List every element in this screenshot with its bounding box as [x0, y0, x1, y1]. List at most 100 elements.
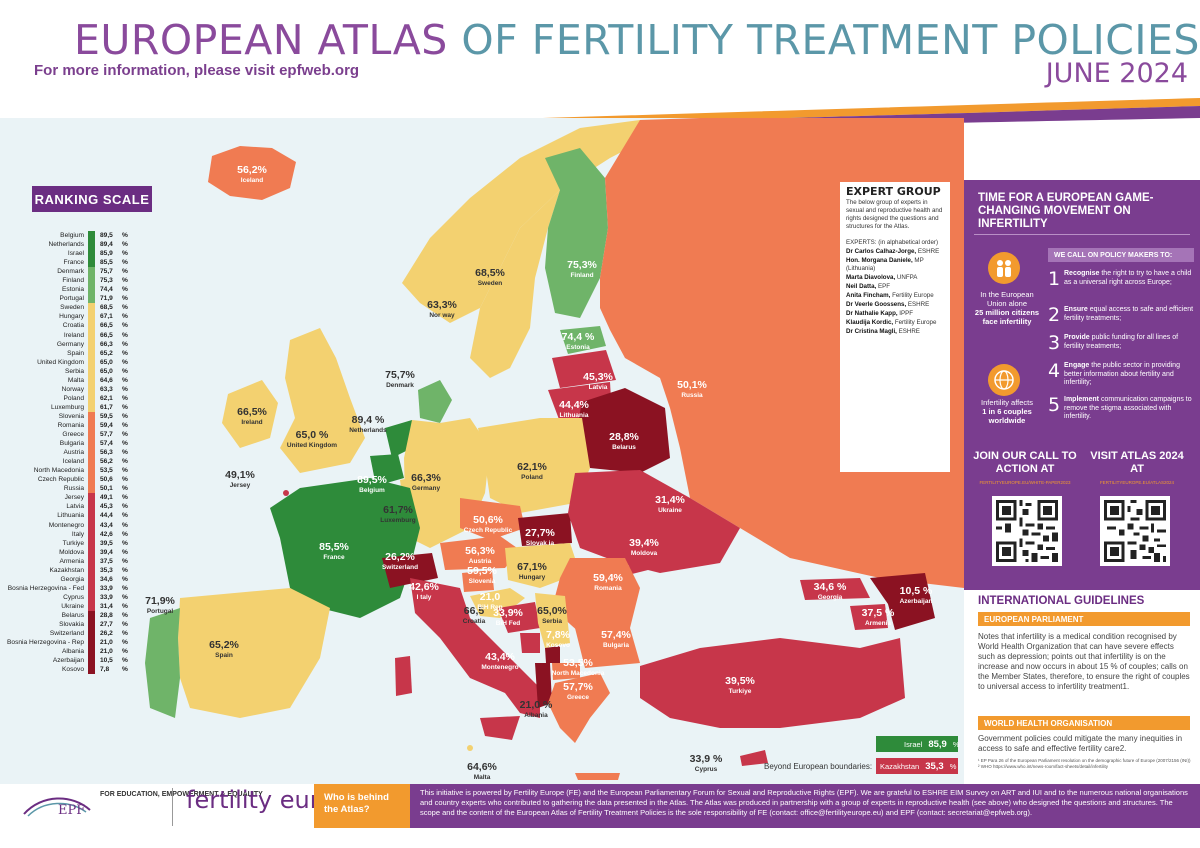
ranking-percent: % [122, 621, 128, 629]
ranking-value: 61,7 [100, 403, 113, 411]
map-label-value: 26,2% [385, 551, 415, 563]
slovenia-shape [462, 570, 494, 592]
ranking-value: 49,1 [100, 494, 113, 502]
ranking-value: 63,3 [100, 385, 113, 393]
policy-verb: Engage [1064, 362, 1090, 369]
cta-visit-url[interactable]: FERTILITYEUROPE.EU/ATLAS2024 [1099, 480, 1175, 485]
ranking-row: Cyprus 33,9% [20, 592, 135, 602]
ranking-row: Albania 21,0% [20, 647, 135, 657]
ranking-row: Azerbaijan 10,5% [20, 656, 135, 666]
map-label-value: 31,4% [655, 494, 685, 506]
ranking-row: Czech Republic 50,6% [20, 475, 135, 485]
ranking-percent: % [122, 630, 128, 638]
map-label-name: BiH Fed [496, 620, 521, 627]
map-label-value: 67,1% [517, 561, 547, 573]
ranking-row: Sweden 68,5% [20, 303, 135, 313]
page-title: EUROPEAN ATLAS OF FERTILITY TREATMENT PO… [74, 16, 1200, 64]
map-label-name: Germany [412, 485, 441, 492]
map-label-name: United Kingdom [287, 442, 337, 449]
map-label-value: 34,6 % [814, 581, 847, 593]
ranking-value: 26,2 [100, 630, 113, 638]
expert-name: Klaudija Kordic, [846, 319, 895, 326]
ranking-color-swatch [88, 574, 95, 584]
map-label-name: Iceland [241, 177, 263, 184]
expert-group-intro: The below group of experts in sexual and… [846, 199, 943, 230]
ranking-color-swatch [88, 231, 95, 241]
qr-code-join[interactable] [992, 496, 1062, 566]
expert-item: Dr Veerle Goossens, ESHRE [846, 301, 944, 309]
ranking-color-swatch [88, 240, 95, 250]
finland-shape [545, 148, 608, 318]
ranking-value: 50,6 [100, 476, 113, 484]
ranking-scale-title: RANKING SCALE [32, 186, 152, 212]
ranking-value: 59,5 [100, 412, 113, 420]
beyond-label: Beyond European boundaries: [764, 762, 873, 771]
ranking-color-swatch [88, 629, 95, 639]
expert-org: ESHRE [898, 328, 920, 335]
turkey-shape [640, 638, 905, 728]
expert-group-box: EXPERT GROUP The below group of experts … [840, 182, 950, 472]
czech-shape [460, 498, 525, 540]
map-label-value: 71,9% [145, 595, 175, 607]
ranking-percent: % [122, 458, 128, 466]
map-label-value: 65,2% [209, 639, 239, 651]
ranking-row: Italy 42,6% [20, 529, 135, 539]
map-label-value: 61,7% [383, 504, 413, 516]
ranking-percent: % [122, 530, 128, 538]
cyprus-shape [740, 750, 768, 766]
sweden-shape [470, 190, 560, 378]
bosnia-shape [498, 602, 540, 633]
footnote-2[interactable]: ² WHO https://www.who.int/news-room/fact… [978, 764, 1109, 769]
ranking-percent: % [122, 648, 128, 656]
ranking-color-swatch [88, 511, 95, 521]
ranking-color-swatch [88, 520, 95, 530]
ranking-percent: % [122, 241, 128, 249]
georgia-shape [800, 578, 870, 600]
ranking-percent: % [122, 548, 128, 556]
ranking-row: Israel 85,9% [20, 249, 135, 259]
ranking-row: Belgium 89,5% [20, 231, 135, 241]
map-label-name: Greece [567, 694, 589, 701]
ranking-color-swatch [88, 547, 95, 557]
ranking-value: 34,6 [100, 575, 113, 583]
ranking-value: 31,4 [100, 602, 113, 610]
ranking-value: 62,1 [100, 394, 113, 402]
footer-text: This initiative is powered by Fertility … [410, 784, 1200, 828]
ranking-color-swatch [88, 249, 95, 259]
ranking-country: Serbia [64, 367, 84, 375]
ranking-percent: % [122, 313, 128, 321]
israel-value: 85,9 [928, 738, 947, 750]
expert-name: Dr Cristina Magli, [846, 328, 899, 335]
title-part-2: OF FERTILITY TREATMENT POLICIES [461, 16, 1200, 64]
ranking-row: Slovenia 59,5% [20, 411, 135, 421]
subtitle-link[interactable]: epfweb.org [279, 62, 360, 79]
ranking-color-swatch [88, 258, 95, 268]
panel-divider [974, 234, 1190, 235]
ranking-row: Bulgaria 57,4% [20, 439, 135, 449]
ranking-color-swatch [88, 448, 95, 458]
map-label-value: 7,8% [546, 629, 571, 641]
ranking-value: 56,3 [100, 449, 113, 457]
expert-org: UNFPA [896, 274, 918, 281]
ranking-color-swatch [88, 475, 95, 485]
expert-item: Neil Datta, EPF [846, 283, 944, 291]
portugal-shape [145, 608, 180, 718]
expert-item: Marta Diavolova, UNFPA [846, 274, 944, 282]
map-label-value: 75,3% [567, 259, 597, 271]
ranking-value: 33,9 [100, 584, 113, 592]
ranking-color-swatch [88, 583, 95, 593]
ranking-percent: % [122, 476, 128, 484]
cta-join-url[interactable]: FERTILITYEUROPE.EU/WHITE-PAPER2023 [979, 480, 1071, 485]
expert-list: Dr Carlos Calhaz-Jorge, ESHRE Hon. Morgan… [846, 248, 944, 336]
map-label-name: Cyprus [695, 766, 718, 773]
ranking-percent: % [122, 657, 128, 665]
ranking-color-swatch [88, 393, 95, 403]
map-label-value: 62,1% [517, 461, 547, 473]
ranking-value: 21,0 [100, 648, 113, 656]
ranking-value: 44,4 [100, 512, 113, 520]
map-label-name: France [323, 554, 345, 561]
expert-name: Neil Datta, [846, 283, 878, 290]
map-label-value: 89,4 % [352, 414, 385, 426]
armenia-shape [850, 604, 888, 630]
qr-code-visit[interactable] [1100, 496, 1170, 566]
